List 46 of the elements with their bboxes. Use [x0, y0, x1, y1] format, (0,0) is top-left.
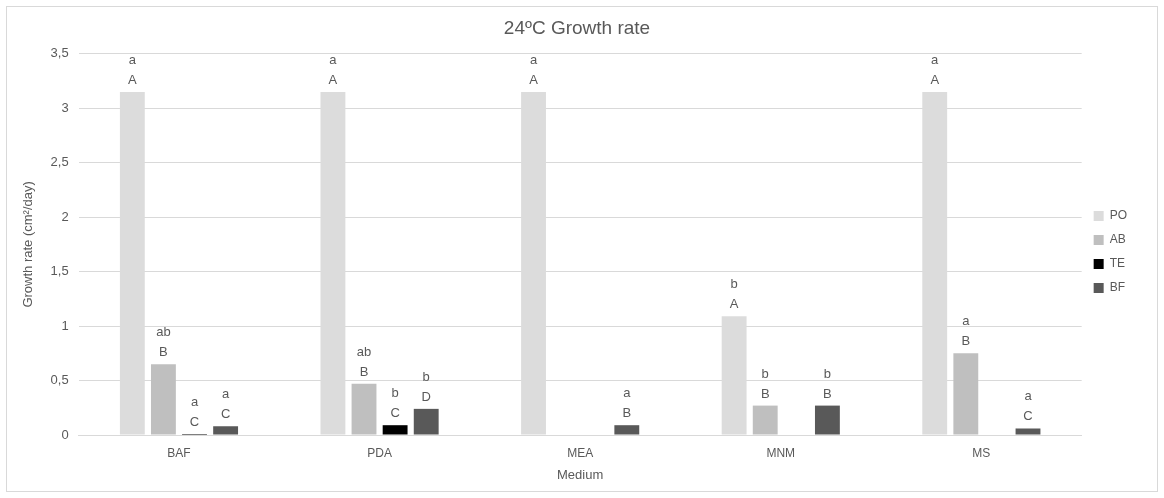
y-tick-label: 3	[61, 99, 69, 115]
data-label: a C	[220, 386, 231, 422]
data-label: b D	[421, 368, 431, 404]
y-tick-label: 1,5	[50, 263, 69, 279]
data-label: a B	[622, 385, 632, 421]
bar	[953, 353, 979, 435]
data-label: a C	[1023, 388, 1033, 424]
data-label: b C	[390, 385, 400, 421]
y-axis-title: Growth rate (cm²/day)	[20, 181, 36, 308]
y-tick-label: 0	[61, 426, 69, 442]
data-label: b A	[729, 276, 739, 312]
bar	[614, 425, 640, 435]
bar	[752, 405, 778, 435]
data-label: a A	[328, 51, 338, 87]
data-label: b B	[760, 365, 770, 401]
legend-label: AB	[1109, 232, 1126, 247]
data-label: a A	[930, 51, 940, 87]
bar	[413, 408, 439, 435]
x-tick-label: MEA	[567, 445, 594, 460]
legend-label: PO	[1109, 208, 1128, 223]
bar	[814, 405, 840, 435]
y-tick-label: 0,5	[50, 372, 69, 388]
y-tick-label: 3,5	[50, 45, 69, 61]
bar	[150, 364, 176, 435]
bar	[1015, 428, 1041, 435]
data-label: a A	[529, 51, 539, 87]
data-label: ab B	[356, 343, 372, 379]
x-axis-title: Medium	[557, 466, 604, 482]
data-label: a C	[189, 393, 200, 429]
y-tick-label: 1	[61, 317, 69, 333]
x-tick-label: BAF	[167, 445, 191, 460]
legend-label: BF	[1109, 280, 1126, 295]
data-label: b B	[823, 365, 832, 401]
bar	[382, 425, 408, 435]
x-tick-label: MS	[972, 445, 991, 460]
y-tick-label: 2,5	[50, 154, 69, 170]
data-label: a A	[128, 51, 137, 87]
data-label: ab B	[156, 324, 171, 360]
x-tick-label: PDA	[367, 445, 392, 460]
y-tick-label: 2	[61, 208, 69, 224]
bar	[351, 383, 377, 435]
data-label: a B	[961, 313, 971, 349]
legend-label: TE	[1109, 256, 1126, 271]
x-tick-label: MNM	[766, 445, 796, 460]
chart-title: 24ºC Growth rate	[503, 16, 651, 38]
bar	[213, 426, 239, 435]
